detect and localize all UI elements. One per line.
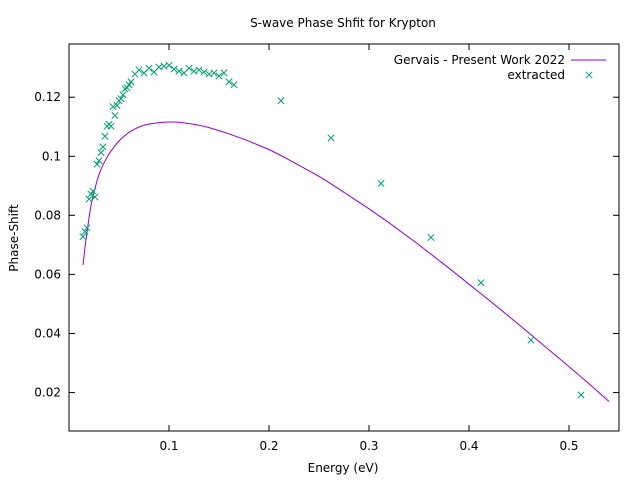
data-point-extracted (230, 81, 238, 89)
data-point-extracted (107, 122, 115, 130)
data-point-extracted (113, 101, 121, 110)
y-tick-label: 0.08 (34, 208, 61, 222)
data-point-extracted (83, 224, 91, 232)
data-point-extracted (101, 132, 109, 140)
data-point-extracted (111, 111, 119, 120)
data-point-extracted (165, 61, 173, 69)
data-point-extracted (127, 78, 135, 86)
data-point-extracted (427, 233, 435, 242)
data-point-extracted (95, 157, 103, 165)
data-point-extracted (79, 233, 87, 241)
data-point-extracted (527, 336, 535, 344)
y-tick-label: 0.04 (34, 327, 61, 341)
y-tick-label: 0.1 (42, 149, 61, 163)
data-point-extracted (85, 195, 93, 203)
data-point-extracted (99, 143, 107, 151)
data-point-extracted (97, 149, 105, 157)
y-tick-label: 0.02 (34, 386, 61, 400)
data-point-extracted (185, 64, 193, 72)
data-point-extracted (117, 95, 125, 103)
data-point-extracted (225, 78, 233, 86)
data-point-extracted (377, 179, 385, 187)
data-point-extracted (81, 228, 89, 236)
data-point-extracted (93, 160, 101, 168)
series-line-gervais (82, 121, 610, 402)
axis-ticks: 0.1 0.2 0.3 0.4 0.5 0.02 0.04 0.06 0.08 0.1 0.12 (34, 44, 619, 453)
y-tick-label: 0.12 (34, 90, 61, 104)
x-axis-label: Energy (eV) (308, 461, 379, 475)
data-point-extracted (277, 97, 285, 105)
x-tick-label: 0.1 (159, 439, 178, 453)
data-point-extracted (477, 279, 485, 287)
chart-title: S-wave Phase Shfit for Krypton (250, 16, 436, 30)
x-tick-label: 0.4 (459, 439, 478, 453)
x-tick-label: 0.2 (259, 439, 278, 453)
data-point-extracted (119, 91, 127, 99)
plot-area (79, 61, 610, 402)
y-axis-label: Phase-Shift (7, 204, 21, 272)
x-tick-label: 0.5 (559, 439, 578, 453)
data-point-extracted (195, 66, 203, 74)
data-point-extracted (215, 72, 223, 80)
data-point-extracted (200, 68, 208, 76)
plot-frame (68, 43, 620, 432)
data-point-extracted (135, 66, 143, 74)
data-point-extracted (91, 193, 99, 201)
x-tick-label: 0.3 (359, 439, 378, 453)
data-point-extracted (109, 103, 117, 111)
y-tick-label: 0.06 (34, 267, 61, 281)
data-point-extracted (145, 64, 153, 72)
legend-label-gervais: Gervais - Present Work 2022 (394, 53, 565, 67)
data-point-extracted (220, 69, 228, 77)
data-point-extracted (89, 187, 97, 195)
data-point-extracted (210, 69, 218, 77)
data-point-extracted (577, 391, 585, 399)
data-point-extracted (175, 67, 183, 75)
legend-label-extracted: extracted (507, 68, 565, 82)
data-point-extracted (170, 65, 178, 73)
legend-swatch-extracted (585, 71, 593, 79)
data-point-extracted (327, 134, 335, 142)
